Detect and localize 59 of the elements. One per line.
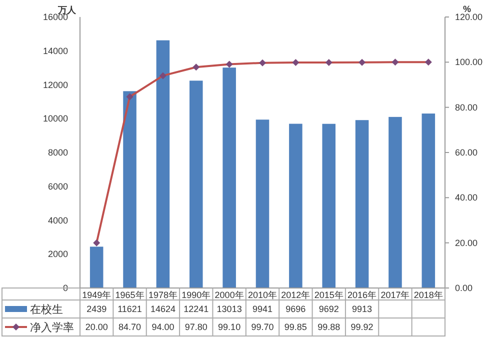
y-tick-label: 2000 — [48, 249, 68, 260]
data-label: 9696 — [286, 304, 306, 314]
x-tick-label: 2018年 — [414, 290, 443, 300]
x-tick-label: 2000年 — [214, 290, 244, 300]
y-tick-label: 10000 — [42, 114, 68, 124]
y-tick-label: 16000 — [42, 12, 68, 22]
bar — [190, 80, 203, 288]
data-label: 84.70 — [118, 322, 142, 332]
y2-axis-title: % — [462, 4, 472, 14]
data-label: 13013 — [216, 304, 242, 314]
y2-tick-label: 40.00 — [455, 192, 478, 203]
legend-label: 净入学率 — [30, 321, 74, 334]
y-axis-title: 万人 — [57, 5, 77, 15]
data-label: 12241 — [184, 304, 209, 314]
data-label: 9913 — [352, 304, 372, 314]
y-tick-label: 4000 — [48, 215, 68, 226]
bar — [90, 246, 104, 288]
data-label: 2439 — [86, 304, 107, 314]
data-label: 99.88 — [318, 322, 340, 332]
bar — [289, 124, 302, 288]
x-tick-label: 1990年 — [182, 290, 211, 300]
y-tick-label: 6000 — [48, 181, 68, 192]
data-label: 99.10 — [218, 322, 241, 332]
x-tick-label: 2010年 — [248, 290, 278, 300]
data-label: 9941 — [252, 304, 273, 314]
data-label: 20.00 — [85, 322, 108, 332]
data-label: 94.00 — [152, 322, 174, 332]
x-tick-label: 2012年 — [281, 290, 310, 300]
x-tick-label: 2015年 — [314, 290, 344, 300]
data-label: 97.80 — [184, 322, 208, 332]
y2-tick-label: 0.00 — [455, 283, 473, 293]
data-label: 99.92 — [350, 322, 374, 332]
y2-tick-label: 60.00 — [455, 148, 478, 158]
data-label: 99.85 — [284, 322, 307, 332]
bar — [123, 91, 136, 288]
y2-tick-label: 80.00 — [455, 102, 478, 112]
x-tick-label: 1978年 — [148, 290, 178, 300]
bar — [222, 68, 236, 288]
y2-tick-label: 20.00 — [455, 238, 478, 248]
x-tick-label: 1965年 — [115, 290, 144, 300]
bar — [422, 114, 436, 288]
data-label: 11621 — [118, 304, 142, 314]
y-tick-label: 14000 — [42, 46, 68, 56]
y2-tick-label: 120.00 — [455, 12, 483, 22]
x-tick-label: 1949年 — [82, 290, 112, 300]
legend-label: 在校生 — [30, 303, 63, 316]
data-label: 9692 — [318, 304, 339, 314]
y-tick-label: 12000 — [42, 80, 68, 90]
x-tick-label: 2017年 — [380, 290, 410, 300]
bar — [388, 116, 402, 288]
data-label: 99.70 — [251, 322, 274, 332]
data-label: 14624 — [150, 304, 176, 314]
y2-tick-label: 100.00 — [455, 57, 483, 68]
y-tick-label: 8000 — [48, 148, 68, 158]
bar — [322, 124, 336, 288]
bar — [156, 40, 170, 288]
bar — [355, 120, 369, 288]
x-tick-label: 2016年 — [348, 290, 377, 300]
bar — [256, 120, 270, 288]
